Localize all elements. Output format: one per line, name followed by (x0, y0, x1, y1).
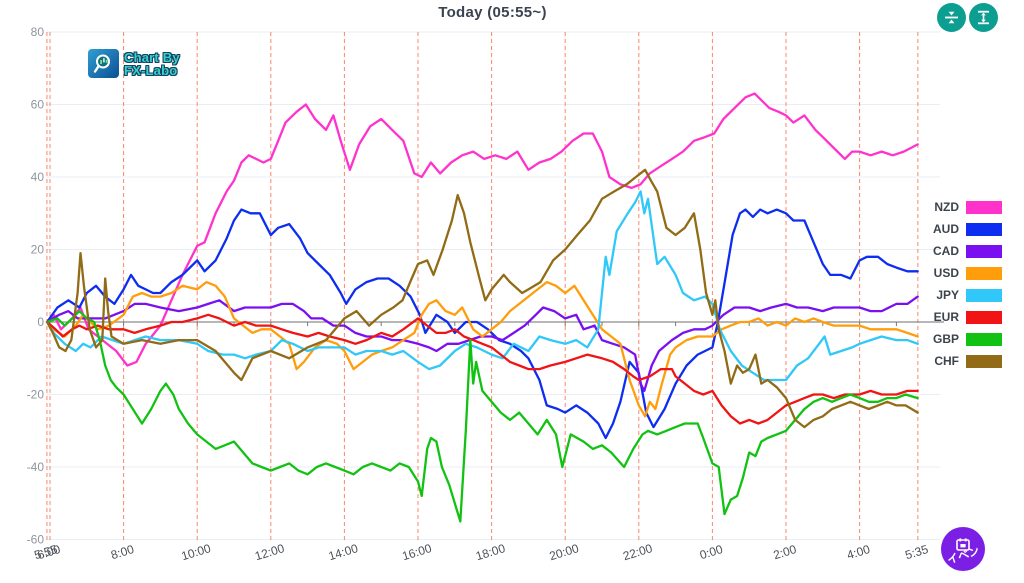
x-axis-label: 14:00 (327, 541, 360, 563)
x-axis-label: 0:00 (698, 542, 725, 562)
legend-label: GBP (932, 332, 959, 346)
y-axis-label: -60 (27, 533, 45, 547)
x-axis-label: 12:00 (253, 541, 286, 563)
x-axis-label: 16:00 (400, 541, 433, 563)
page-title: Today (05:55~) (438, 4, 547, 21)
series-line-EUR (45, 313, 919, 425)
event-button[interactable]: イベン (941, 527, 985, 571)
legend-label: AUD (933, 222, 959, 236)
legend-item-GBP: GBP (898, 328, 1002, 350)
legend-swatch (966, 332, 1002, 346)
legend-swatch (966, 222, 1002, 236)
calendar-icon (956, 537, 970, 551)
series-line-NZD (45, 92, 919, 367)
series-line-AUD (45, 208, 919, 440)
y-axis-label: 0 (37, 315, 44, 329)
series-line-CAD (45, 295, 919, 393)
legend-item-EUR: EUR (898, 306, 1002, 328)
x-axis-label: 10:00 (180, 541, 213, 563)
y-axis-label: -40 (27, 460, 45, 474)
expand-vertical-icon (978, 10, 989, 25)
collapse-vertical-icon (945, 11, 958, 24)
legend-item-NZD: NZD (898, 196, 1002, 218)
legend-swatch (966, 288, 1002, 302)
legend-label: EUR (933, 310, 959, 324)
legend-label: NZD (934, 200, 959, 214)
legend-swatch (966, 310, 1002, 324)
x-axis-label: 22:00 (621, 541, 654, 563)
series-line-GBP (45, 309, 919, 523)
y-axis-label: 40 (31, 170, 45, 184)
y-axis-label: 20 (31, 243, 45, 257)
x-axis-label: 5:55 (33, 542, 60, 562)
y-axis-label: -20 (27, 388, 45, 402)
legend-label: JPY (936, 288, 959, 302)
legend-swatch (966, 266, 1002, 280)
x-axis-label: 18:00 (474, 541, 507, 563)
y-axis-label: 60 (31, 98, 45, 112)
series-line-JPY (45, 190, 919, 382)
series-line-CHF (45, 168, 919, 429)
y-axis-label: 80 (31, 25, 45, 39)
brand-logo: Chart By FX-Labo (88, 49, 180, 78)
chart-scale-controls (937, 3, 998, 32)
legend-item-USD: USD (898, 262, 1002, 284)
x-axis-label: 6:00 (36, 542, 63, 562)
expand-vertical-button[interactable] (969, 3, 998, 32)
legend-item-AUD: AUD (898, 218, 1002, 240)
legend: NZD AUD CAD USD JPY EUR GBP CHF (898, 196, 1002, 372)
event-button-label: イベン (945, 544, 981, 567)
legend-label: CHF (934, 354, 959, 368)
legend-label: USD (933, 266, 959, 280)
x-axis-label: 5:35 (903, 542, 930, 562)
legend-item-CAD: CAD (898, 240, 1002, 262)
legend-swatch (966, 200, 1002, 214)
x-axis-label: 2:00 (772, 542, 799, 562)
collapse-vertical-button[interactable] (937, 3, 966, 32)
legend-item-JPY: JPY (898, 284, 1002, 306)
brand-text: Chart By FX-Labo (124, 49, 180, 78)
series-line-USD (45, 280, 919, 418)
legend-label: CAD (933, 244, 959, 258)
legend-swatch (966, 244, 1002, 258)
x-axis-label: 8:00 (109, 542, 136, 562)
magnifier-chart-icon (88, 49, 119, 78)
x-axis-label: 4:00 (845, 542, 872, 562)
x-axis-label: 20:00 (548, 541, 581, 563)
legend-item-CHF: CHF (898, 350, 1002, 372)
legend-swatch (966, 354, 1002, 368)
